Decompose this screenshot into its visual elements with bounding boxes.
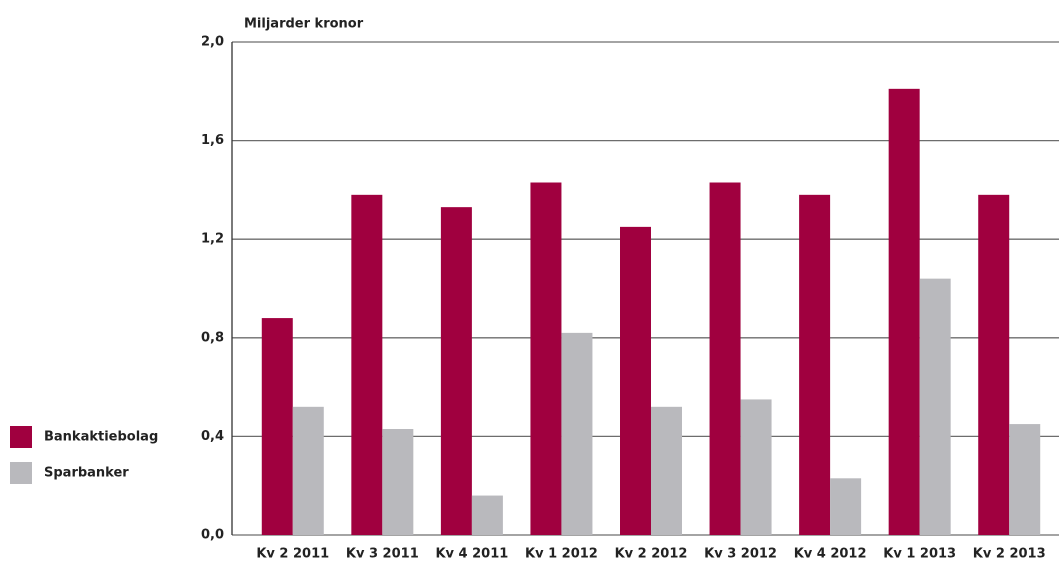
x-tick-label: Kv 2 2012 [615, 547, 688, 562]
y-axis-label: Miljarder kronor [244, 17, 364, 32]
bar [830, 478, 862, 535]
bar [978, 194, 1010, 535]
x-tick-label: Kv 3 2012 [704, 547, 777, 562]
y-tick-label: 0,0 [201, 528, 224, 543]
legend-label: Bankaktiebolag [44, 430, 158, 445]
bar [351, 194, 383, 535]
bar [561, 332, 593, 535]
y-tick-label: 2,0 [201, 35, 224, 50]
bar [709, 182, 741, 535]
x-tick-label: Kv 1 2013 [883, 547, 956, 562]
bar [1009, 424, 1041, 535]
x-tick-label: Kv 2 2011 [256, 547, 329, 562]
legend-label: Sparbanker [44, 466, 129, 481]
y-tick-label: 1,2 [201, 232, 224, 247]
bar [382, 429, 414, 535]
x-tick-label: Kv 3 2011 [346, 547, 419, 562]
bar [440, 207, 472, 535]
y-tick-label: 0,8 [201, 330, 224, 345]
y-tick-label: 1,6 [201, 133, 224, 148]
x-tick-label: Kv 4 2011 [435, 547, 508, 562]
bar [651, 406, 682, 535]
bar [888, 88, 920, 536]
bar [292, 406, 324, 535]
legend-swatch [10, 462, 32, 484]
x-tick-label: Kv 1 2012 [525, 547, 598, 562]
bar [799, 194, 831, 535]
bar [471, 495, 503, 535]
x-tick-label: Kv 2 2013 [973, 547, 1046, 562]
bar [740, 399, 772, 535]
y-tick-label: 0,4 [201, 429, 224, 444]
bar [919, 278, 951, 535]
bar [620, 226, 651, 535]
x-tick-label: Kv 4 2012 [794, 547, 867, 562]
bar [261, 318, 293, 535]
legend-swatch [10, 426, 32, 448]
bar [530, 182, 562, 535]
